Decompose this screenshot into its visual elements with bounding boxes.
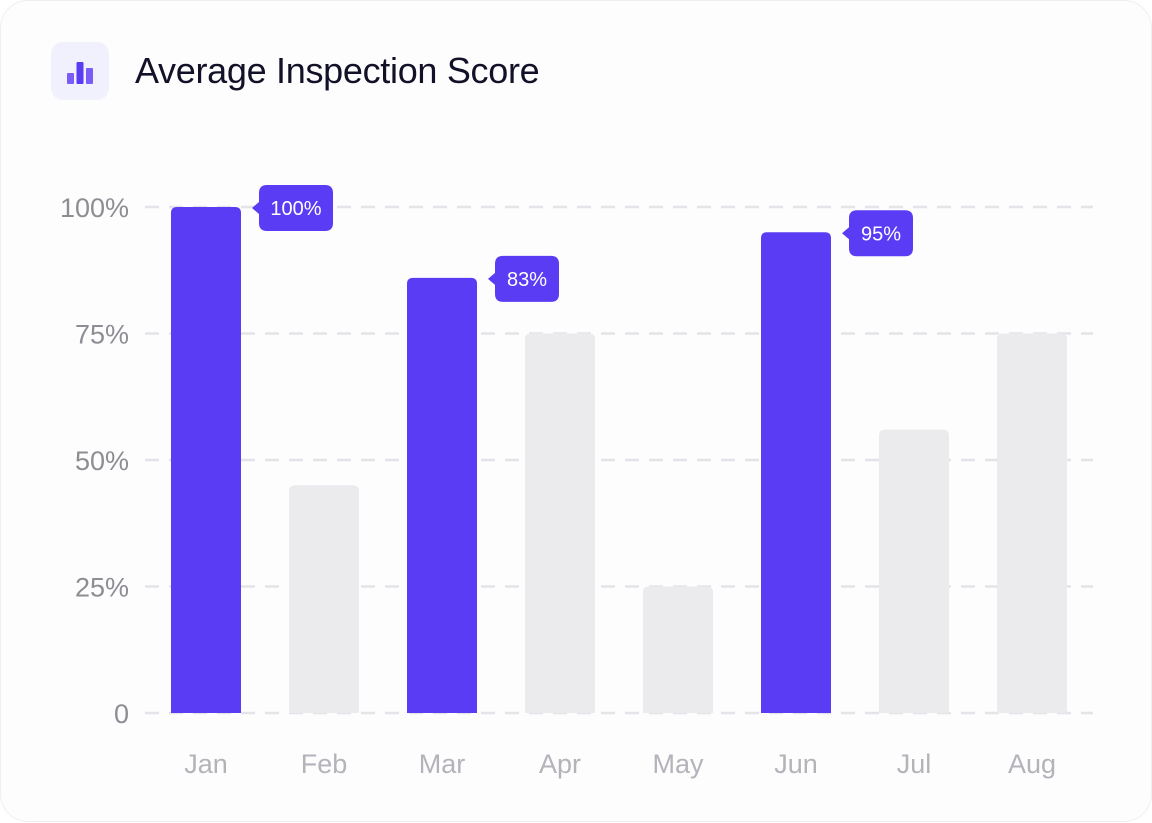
x-tick-label: Apr [539,749,581,779]
data-label-text: 100% [270,198,321,220]
bar-chart-icon [51,42,109,100]
y-tick-label: 100% [60,193,129,223]
bar-aug [997,333,1067,713]
y-tick-label: 50% [75,446,129,476]
bar-may [643,586,713,713]
data-labels: 100% 83% 95% [252,185,913,302]
y-tick-label: 75% [75,320,129,350]
bar-feb [289,485,359,713]
y-tick-label: 25% [75,573,129,603]
grid-lines [145,205,1093,715]
y-tick-label: 0 [114,699,129,729]
x-tick-label: May [652,749,704,779]
x-tick-label: Jan [184,749,228,779]
bar-apr [525,333,595,713]
bar-mar [407,277,477,713]
data-label-jun: 95% [842,210,913,257]
x-tick-label: Feb [301,749,348,779]
axis-labels: 0 25% 50% 75% 100% Jan Feb Mar Apr May Jun Jul Aug [60,193,1056,779]
x-tick-label: Jul [897,749,932,779]
bar-jul [879,429,949,713]
chart-title: Average Inspection Score [135,50,540,91]
data-label-bubble [488,255,559,302]
data-label-mar: 83% [488,255,559,302]
card-header: Average Inspection Score [51,41,540,101]
data-label-bubble [252,185,333,231]
data-label-jan: 100% [252,185,333,231]
data-label-text: 83% [507,269,547,291]
x-tick-label: Mar [419,749,466,779]
x-tick-label: Aug [1008,749,1056,779]
bar-jun [761,232,831,714]
x-tick-label: Jun [774,749,818,779]
bars [171,207,1067,714]
data-label-text: 95% [861,223,901,245]
bar-jan [171,207,241,713]
data-label-bubble [842,210,913,257]
